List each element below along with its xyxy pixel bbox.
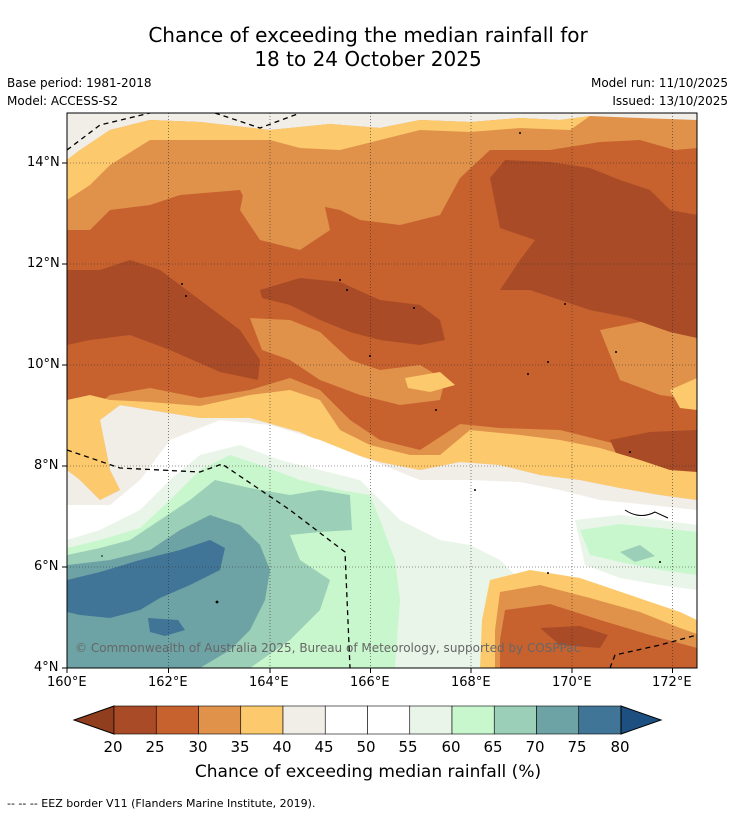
lat-tick: 6°N [34, 559, 59, 574]
zone-20-25-west [67, 260, 260, 380]
colorbar-tick: 30 [188, 738, 208, 756]
island-chain [624, 509, 669, 519]
colorbar-swatch [409, 705, 453, 735]
title-line-2: 18 to 24 October 2025 [254, 47, 482, 71]
colorbar-tick: 80 [610, 738, 630, 756]
zone-30-35-island-a [250, 318, 445, 405]
lat-tick: 10°N [27, 357, 60, 372]
colorbar-swatch [198, 705, 242, 735]
eez-legend-note: -- -- -- EEZ border V11 (Flanders Marine… [7, 797, 316, 810]
colorbar-tick: 40 [272, 738, 292, 756]
zone-35-40-patch [405, 372, 455, 392]
colorbar-tick: 55 [398, 738, 418, 756]
colorbar-tick: 70 [525, 738, 545, 756]
graticule [67, 113, 697, 668]
colorbar-tick: 35 [230, 738, 250, 756]
lon-tick: 170°E [552, 675, 592, 690]
copyright: © Commonwealth of Australia 2025, Bureau… [75, 641, 581, 655]
zone-20-25-east [490, 160, 697, 338]
lat-tick: 8°N [34, 458, 59, 473]
colorbar-tick: 65 [483, 738, 503, 756]
title-line-1: Chance of exceeding the median rainfall … [148, 23, 588, 47]
colorbar-swatch [536, 705, 580, 735]
lat-tick: 14°N [27, 155, 60, 170]
colorbar-swatch [155, 705, 199, 735]
lon-tick: 166°E [350, 675, 390, 690]
zone-35-40-patch-east [670, 378, 697, 410]
zone-40-45-north [67, 113, 697, 160]
colorbar-title: Chance of exceeding median rainfall (%) [194, 762, 542, 782]
islands [101, 132, 661, 604]
lon-tick: 160°E [47, 675, 87, 690]
colorbar-swatch [493, 705, 537, 735]
zone-75-80 [67, 540, 225, 618]
colorbar-tick: 45 [314, 738, 334, 756]
colorbar-under-triangle [72, 705, 115, 735]
colorbar-swatch [282, 705, 326, 735]
issued-date: Issued: 13/10/2025 [612, 94, 728, 108]
zone-35-40-north [67, 116, 590, 200]
lon-tick: 162°E [148, 675, 188, 690]
lat-tick: 4°N [34, 660, 59, 675]
colorbar-tick: 25 [145, 738, 165, 756]
colorbar-over-triangle [620, 705, 663, 735]
map-frame [66, 112, 698, 669]
colorbar-swatch [367, 705, 411, 735]
rainfall-probability-map [67, 113, 697, 668]
eez-border [67, 113, 697, 668]
zone-35-40-band [67, 390, 697, 500]
lat-tick: 12°N [27, 256, 60, 271]
colorbar-tick: 75 [567, 738, 587, 756]
zone-20-25-southeast-core [540, 626, 608, 648]
zone-30-35-island-b [240, 160, 330, 250]
base-period: Base period: 1981-2018 [7, 76, 152, 90]
colorbar-swatch [451, 705, 495, 735]
model-name: Model: ACCESS-S2 [7, 94, 119, 108]
lon-tick: 168°E [451, 675, 491, 690]
zone-20-25-centre [260, 278, 445, 345]
colorbar-swatch [324, 705, 368, 735]
axis-ticks [62, 162, 673, 673]
colorbar-swatch [240, 705, 284, 735]
colorbar-tick: 50 [356, 738, 376, 756]
lon-tick: 164°E [249, 675, 289, 690]
zone-65-70-east [620, 545, 655, 562]
colorbar-swatch [578, 705, 622, 735]
colorbar-tick: 60 [441, 738, 461, 756]
lon-tick: 172°E [652, 675, 692, 690]
colorbar-tick: 20 [103, 738, 123, 756]
zone-75-80-patch [148, 618, 185, 636]
colorbar-swatch [113, 705, 157, 735]
colorbar [72, 705, 663, 735]
model-run: Model run: 11/10/2025 [590, 76, 728, 90]
